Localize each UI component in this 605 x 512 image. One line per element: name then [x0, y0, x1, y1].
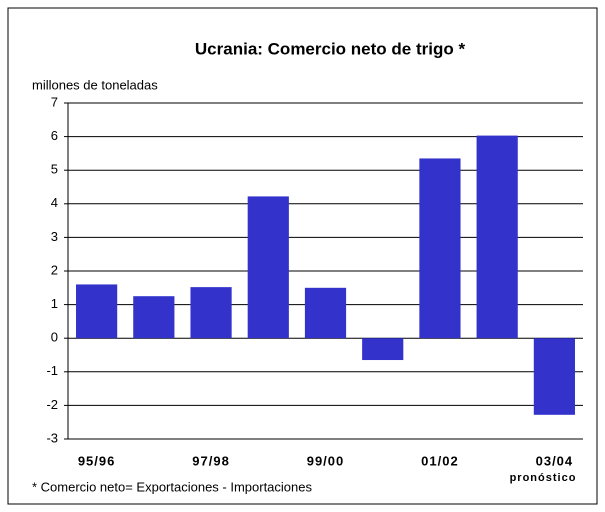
- y-tick-label: -3: [46, 430, 58, 445]
- footnote: * Comercio neto= Exportaciones - Importa…: [32, 479, 312, 494]
- x-tick-label: 95/96: [78, 453, 116, 468]
- y-axis-label: millones de toneladas: [32, 77, 158, 92]
- x-tick-label: 97/98: [192, 453, 230, 468]
- y-tick-label: 6: [51, 128, 58, 143]
- bar: [190, 287, 232, 339]
- x-tick-label: 99/00: [307, 453, 345, 468]
- bar: [362, 338, 404, 361]
- y-tick-label: 3: [51, 229, 58, 244]
- annotation: pronóstico: [510, 472, 577, 484]
- bar: [133, 296, 175, 339]
- x-tick-label: 01/02: [421, 453, 459, 468]
- y-tick-label: -2: [46, 397, 58, 412]
- y-tick-label: 5: [51, 162, 58, 177]
- bar: [247, 196, 289, 339]
- y-tick-label: -1: [46, 363, 58, 378]
- chart-title: Ucrania: Comercio neto de trigo *: [195, 39, 466, 58]
- x-tick-label: 03/04: [536, 453, 574, 468]
- y-tick-label: 4: [51, 195, 58, 210]
- bar: [476, 135, 518, 339]
- bar: [76, 284, 118, 339]
- y-tick-label: 2: [51, 262, 58, 277]
- y-tick-label: 0: [51, 330, 58, 345]
- y-tick-label: 1: [51, 296, 58, 311]
- y-tick-label: 7: [51, 94, 58, 109]
- bar: [419, 158, 461, 339]
- bar: [533, 338, 575, 415]
- bar: [304, 287, 347, 339]
